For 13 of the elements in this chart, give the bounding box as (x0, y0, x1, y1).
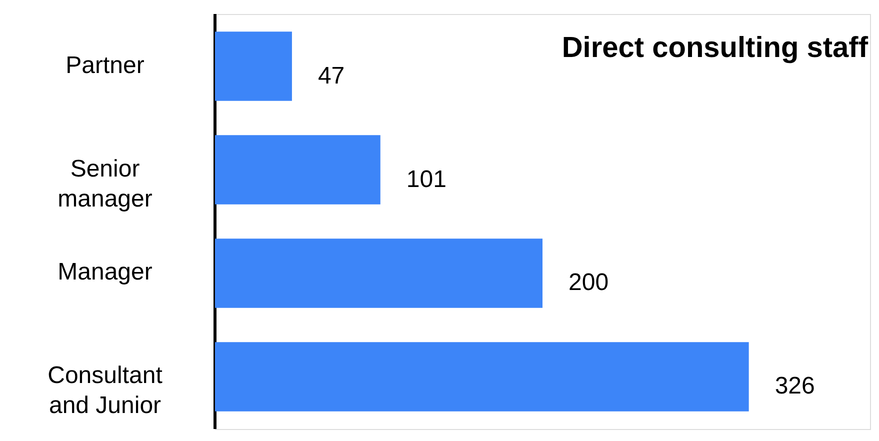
bar (215, 135, 380, 204)
data-label: 200 (568, 269, 609, 296)
y-tick-label: Partner (66, 52, 144, 79)
y-tick-label: Consultant and Junior (48, 362, 163, 420)
data-label: 47 (318, 62, 345, 90)
y-tick-label: Senior manager (58, 155, 152, 212)
bar (215, 342, 749, 412)
bar (215, 32, 292, 101)
y-tick-label: Manager (58, 258, 152, 286)
data-label: 101 (406, 166, 446, 193)
data-label: 326 (774, 372, 815, 400)
text: Direct consulting staff (562, 32, 868, 64)
bar (215, 238, 542, 308)
